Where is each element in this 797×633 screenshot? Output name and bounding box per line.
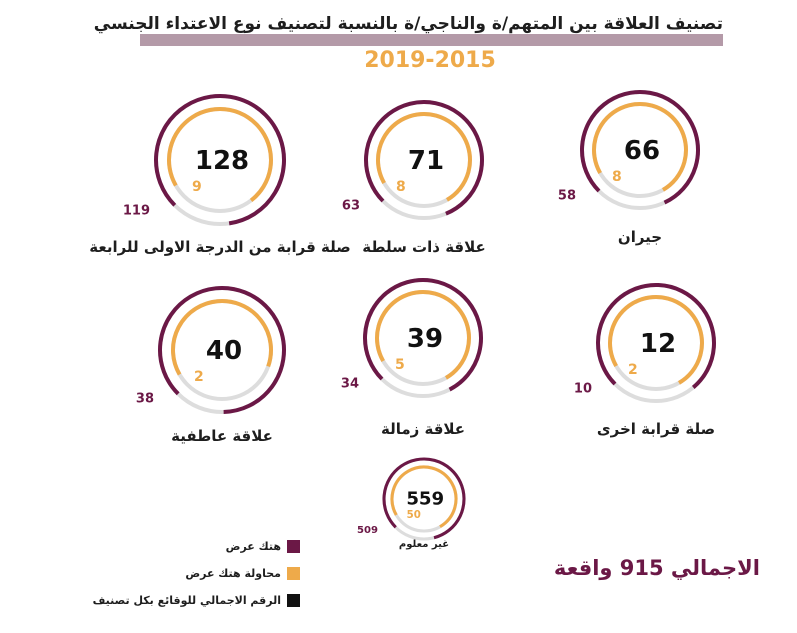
- assault-value-label: 63: [342, 198, 360, 213]
- assault-arc: [596, 283, 716, 389]
- total-value-label: 66: [624, 136, 660, 166]
- attempt-arc: [375, 290, 471, 380]
- donut-chart: 668 58: [558, 90, 700, 210]
- category-label: غير معلوم: [398, 539, 450, 550]
- total-value-label: 128: [195, 146, 249, 176]
- assault-value-label: 119: [123, 203, 150, 218]
- assault-value-label: 34: [341, 376, 359, 391]
- donut-chart: 395 34: [341, 278, 484, 398]
- attempt-value-label: 2: [628, 362, 638, 378]
- legend-swatch: [287, 539, 300, 553]
- donut-chart: 402 38: [136, 286, 286, 414]
- chart-years: 2019-2015: [364, 48, 496, 73]
- legend-label: محاولة هتك عرض: [185, 566, 281, 580]
- legend-label: الرقم الاجمالي للوقائع بكل تصنيف: [92, 593, 281, 607]
- legend-item: محاولة هتك عرض: [185, 565, 300, 581]
- category-label: صلة قرابة اخرى: [596, 420, 716, 438]
- total-value-label: 559: [406, 489, 444, 510]
- attempt-arc: [376, 112, 472, 202]
- legend: هتك عرض محاولة هتك عرض الرقم الاجمالي للوق…: [93, 538, 300, 618]
- category-label: صلة قرابة من الدرجة الاولى للرابعة: [89, 238, 351, 256]
- legend-item: هتك عرض: [226, 538, 300, 554]
- total-value-label: 71: [408, 146, 444, 176]
- assault-arc: [158, 286, 286, 414]
- assault-arc: [580, 90, 700, 205]
- legend-item: الرقم الاجمالي للوقائع بكل تصنيف: [93, 592, 300, 608]
- attempt-arc: [171, 299, 273, 376]
- category-label: علاقة ذات سلطة: [362, 238, 486, 256]
- attempt-arc: [592, 102, 688, 192]
- legend-swatch: [287, 566, 300, 580]
- assault-value-label: 58: [558, 188, 576, 203]
- attempt-value-label: 2: [194, 369, 204, 385]
- assault-value-label: 38: [136, 392, 154, 407]
- title-band: [140, 34, 723, 46]
- category-label: علاقة عاطفية: [171, 427, 273, 445]
- attempt-arc: [608, 295, 704, 385]
- grand-total: الاجمالي 915 واقعة: [553, 556, 760, 580]
- category-label: جيران: [617, 228, 663, 246]
- assault-value-label: 509: [357, 525, 378, 536]
- attempt-value-label: 8: [612, 169, 622, 185]
- total-value-label: 40: [206, 336, 242, 366]
- attempt-arc: [390, 465, 458, 529]
- legend-label: هتك عرض: [225, 539, 281, 553]
- assault-arc: [363, 278, 484, 392]
- assault-arc: [382, 457, 466, 540]
- assault-arc: [364, 100, 484, 216]
- donut-chart: 122 10: [574, 283, 716, 403]
- attempt-arc: [167, 107, 273, 202]
- total-value-label: 12: [640, 329, 676, 359]
- category-label: علاقة زمالة: [380, 420, 466, 438]
- attempt-value-label: 50: [407, 510, 421, 521]
- assault-arc: [154, 94, 287, 226]
- chart-title: تصنيف العلاقة بين المتهم/ة والناجي/ة بال…: [93, 14, 723, 34]
- chart-header: تصنيف العلاقة بين المتهم/ة والناجي/ة بال…: [0, 0, 797, 80]
- legend-swatch: [287, 593, 300, 607]
- donut-chart: 128 9 119: [123, 94, 287, 226]
- attempt-value-label: 9: [192, 179, 202, 195]
- attempt-value-label: 5: [395, 357, 405, 373]
- assault-value-label: 10: [574, 381, 592, 396]
- attempt-value-label: 8: [396, 179, 406, 195]
- total-value-label: 39: [407, 324, 443, 354]
- donut-chart: 718 63: [342, 100, 484, 220]
